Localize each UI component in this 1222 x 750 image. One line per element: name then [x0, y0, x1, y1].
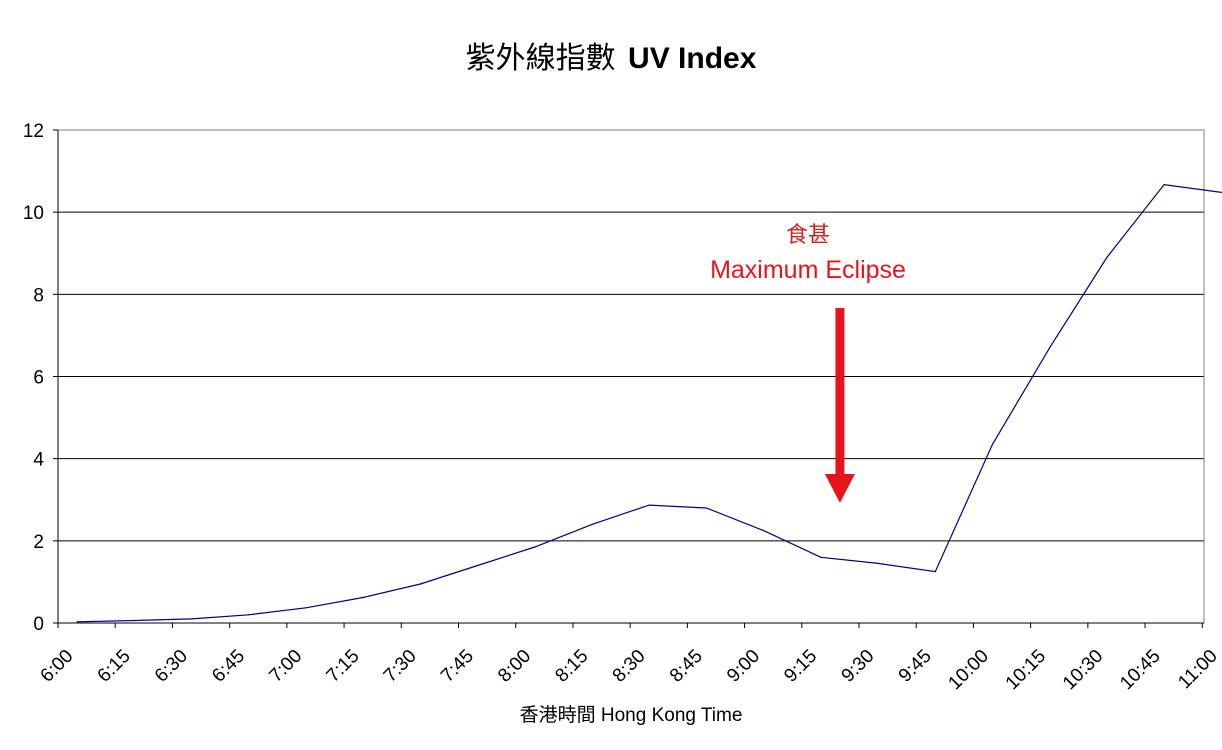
data-point	[1106, 256, 1108, 258]
data-point	[705, 507, 708, 509]
series-lines	[76, 183, 1222, 623]
data-point	[305, 607, 307, 609]
series-line-0	[77, 183, 1222, 623]
annotation-label-en: Maximum Eclipse	[710, 256, 906, 284]
x-tick-label: 9:15	[780, 646, 821, 687]
y-axis-ticks: 0 2 4 6 8 10 12	[23, 121, 58, 635]
y-tick-label: 6	[33, 368, 44, 389]
chart-title-zh: 紫外線指數	[466, 41, 616, 76]
x-tick-label: 6:30	[151, 646, 192, 687]
data-point	[820, 556, 822, 558]
x-tick-label: 7:45	[437, 646, 478, 687]
y-tick-label: 8	[33, 285, 44, 306]
x-tick-label: 9:30	[838, 646, 879, 687]
y-tick-label: 12	[23, 121, 44, 142]
x-tick-label: 10:30	[1059, 646, 1107, 694]
x-tick-label: 6:45	[208, 646, 249, 687]
data-point	[934, 571, 936, 573]
x-tick-label: 8:00	[494, 646, 535, 687]
data-point	[648, 504, 650, 506]
data-point	[1163, 184, 1165, 186]
data-point	[76, 621, 78, 623]
data-point	[190, 618, 193, 620]
x-tick-label: 10:00	[944, 646, 992, 694]
x-tick-label: 9:00	[723, 646, 764, 687]
x-tick-label: 8:45	[666, 646, 707, 687]
down-arrow-icon	[824, 308, 855, 503]
data-point	[362, 596, 364, 599]
x-tick-label: 10:15	[1002, 646, 1050, 694]
data-point	[419, 583, 421, 585]
y-tick-label: 2	[33, 532, 44, 553]
y-tick-label: 4	[33, 450, 44, 471]
annotation-max-eclipse: 食甚 Maximum Eclipse	[710, 223, 906, 503]
data-point	[877, 562, 879, 565]
chart-title: 紫外線指數 UV Index	[466, 41, 757, 76]
x-tick-label: 8:30	[609, 646, 650, 687]
annotation-label-zh: 食甚	[786, 223, 830, 248]
data-point	[763, 529, 765, 532]
arrow-head	[824, 474, 855, 503]
x-axis-ticks: 6:00 6:15 6:30 6:45 7:00 7:15 7:30 7:45 8:00 8:15…	[37, 623, 1222, 694]
y-tick-label: 10	[23, 203, 44, 224]
data-point	[591, 523, 593, 526]
x-tick-label: 10:45	[1116, 646, 1164, 694]
x-tick-label: 9:45	[895, 646, 936, 687]
data-point	[476, 564, 479, 567]
arrow-shaft	[835, 308, 845, 476]
x-tick-label: 8:15	[551, 646, 592, 687]
data-point	[1049, 347, 1051, 349]
x-tick-label: 11:00	[1174, 646, 1221, 693]
data-point	[534, 546, 536, 548]
data-point	[133, 619, 135, 622]
x-tick-label: 7:15	[323, 646, 364, 687]
data-point	[248, 614, 250, 616]
gridlines	[58, 211, 1204, 542]
x-tick-label: 7:30	[380, 646, 421, 687]
x-axis-label: 香港時間 Hong Kong Time	[520, 704, 743, 726]
x-tick-label: 6:00	[37, 646, 78, 687]
data-point	[991, 443, 994, 445]
y-tick-label: 0	[33, 614, 44, 635]
chart-title-en: UV Index	[628, 42, 757, 75]
x-tick-label: 7:00	[265, 646, 306, 687]
x-tick-label: 6:15	[94, 646, 135, 687]
